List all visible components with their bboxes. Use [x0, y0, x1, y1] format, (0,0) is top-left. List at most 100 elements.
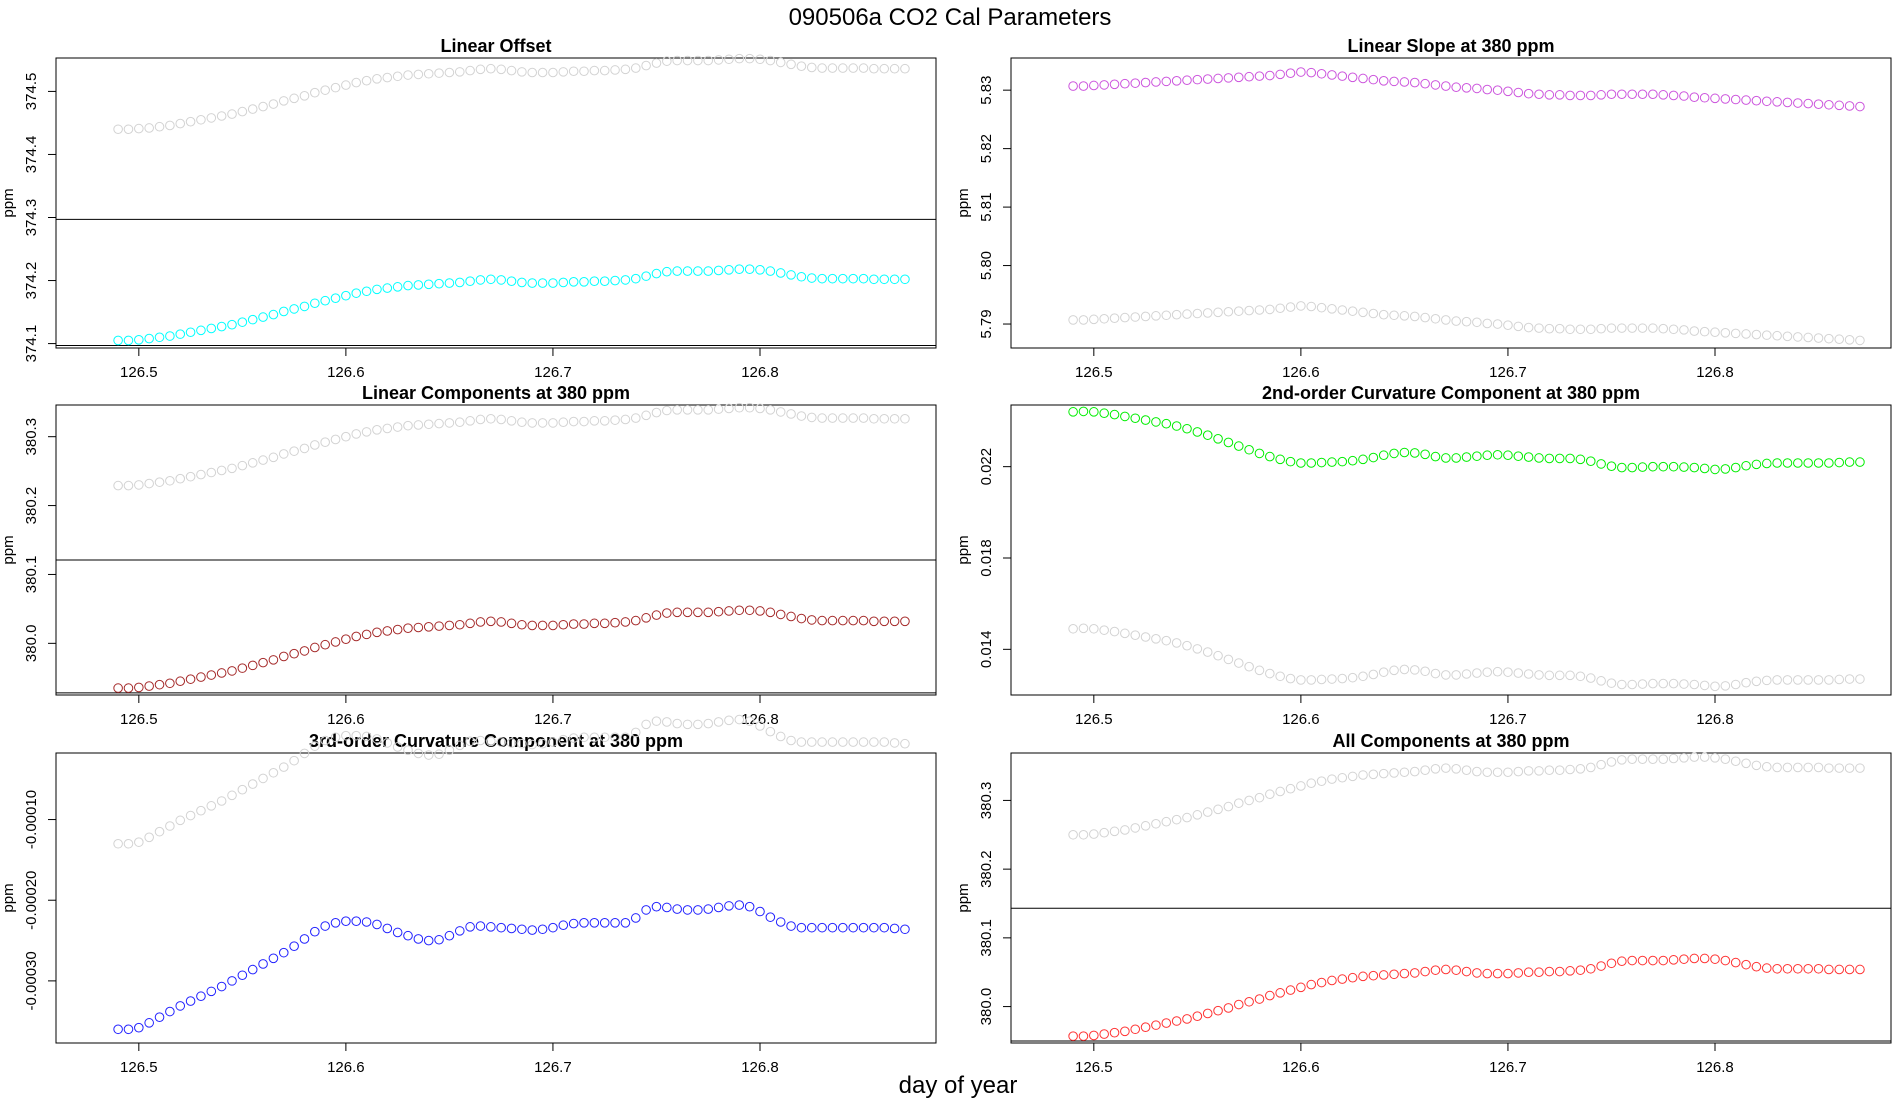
data-point-offset	[630, 273, 641, 284]
data-point-linear	[589, 618, 600, 629]
plot-frame	[1010, 57, 1892, 349]
x-tick-label: 126.6	[327, 711, 365, 728]
data-point-linear	[216, 668, 227, 678]
data-point-reference	[1161, 310, 1172, 321]
data-point-second-order	[1596, 459, 1606, 469]
data-point-reference	[134, 837, 144, 847]
data-point-reference	[216, 465, 227, 476]
data-point-reference	[1617, 679, 1627, 690]
data-point-reference	[1358, 770, 1368, 780]
data-point-reference	[1782, 762, 1793, 773]
data-point-reference	[175, 473, 186, 484]
data-point-slope	[1140, 77, 1151, 88]
data-point-reference	[1192, 644, 1203, 654]
data-point-reference	[1202, 308, 1213, 318]
data-point-reference	[1140, 632, 1151, 642]
data-point-reference	[1347, 306, 1358, 316]
data-point-reference	[1327, 674, 1337, 684]
data-point-third-order	[175, 1001, 186, 1011]
data-point-reference	[579, 66, 589, 77]
data-point-reference	[1834, 674, 1845, 685]
data-point-reference	[1503, 320, 1513, 330]
data-point-reference	[1285, 302, 1296, 312]
data-point-second-order	[1192, 427, 1203, 437]
data-point-reference	[310, 87, 320, 98]
data-point-third-order	[548, 922, 558, 933]
x-tick-label: 126.8	[741, 364, 779, 381]
data-point-reference	[1544, 765, 1555, 775]
data-point-third-order	[144, 1018, 154, 1028]
data-point-linear	[382, 626, 393, 636]
data-point-reference	[1658, 678, 1669, 689]
data-point-reference	[372, 734, 382, 744]
data-point-third-order	[475, 921, 486, 931]
data-point-reference	[775, 731, 786, 742]
data-point-reference	[165, 120, 175, 131]
data-point-linear	[475, 617, 486, 627]
data-point-all	[1130, 1024, 1141, 1035]
data-point-third-order	[838, 922, 848, 933]
data-point-reference	[734, 714, 745, 725]
data-point-offset	[434, 278, 444, 289]
data-point-reference	[1254, 792, 1265, 803]
data-point-third-order	[165, 1006, 175, 1017]
data-point-reference	[299, 91, 310, 101]
data-point-reference	[1772, 675, 1782, 685]
data-point-reference	[1151, 311, 1161, 321]
data-point-reference	[258, 455, 268, 465]
data-point-offset	[268, 309, 279, 320]
data-point-reference	[486, 413, 496, 424]
data-point-reference	[454, 740, 465, 751]
data-point-reference	[672, 55, 682, 66]
data-point-slope	[1358, 73, 1368, 84]
data-point-reference	[610, 732, 620, 743]
data-point-reference	[589, 65, 600, 76]
data-point-linear	[330, 637, 341, 647]
data-point-second-order	[1223, 437, 1234, 448]
data-point-second-order	[1409, 448, 1420, 458]
x-tick-label: 126.6	[327, 1059, 365, 1076]
data-point-reference	[827, 413, 838, 423]
data-point-offset	[403, 280, 413, 291]
data-point-reference	[113, 124, 123, 135]
data-point-reference	[237, 784, 248, 795]
data-point-third-order	[796, 922, 807, 933]
data-point-reference	[113, 838, 123, 849]
data-point-linear	[227, 666, 237, 676]
data-point-linear	[796, 613, 807, 624]
data-point-reference	[227, 463, 237, 474]
data-point-linear	[548, 620, 558, 631]
data-point-reference	[1171, 309, 1182, 320]
data-point-reference	[869, 63, 879, 74]
data-point-offset	[196, 325, 206, 336]
data-point-reference	[1078, 623, 1089, 634]
data-point-reference	[1793, 675, 1803, 685]
data-point-reference	[1658, 323, 1669, 334]
data-point-all	[1140, 1022, 1151, 1032]
data-point-linear	[289, 648, 299, 659]
y-tick-label: 380.2	[978, 850, 995, 888]
data-point-linear	[486, 616, 496, 627]
data-point-third-order	[765, 912, 776, 922]
data-point-third-order	[444, 930, 455, 941]
data-point-third-order	[486, 922, 496, 932]
x-tick-label: 126.8	[1696, 1059, 1734, 1076]
data-point-reference	[858, 737, 869, 747]
data-point-all	[1699, 953, 1710, 964]
y-tick-label: 374.1	[23, 325, 40, 363]
data-point-reference	[599, 65, 610, 76]
data-point-reference	[765, 726, 776, 737]
data-point-all	[1513, 968, 1524, 978]
data-point-offset	[599, 276, 610, 286]
data-point-offset	[496, 275, 506, 285]
data-point-all	[1782, 963, 1793, 974]
data-point-second-order	[1078, 406, 1089, 417]
data-point-all	[1099, 1029, 1109, 1039]
data-point-third-order	[403, 930, 413, 941]
data-point-all	[1472, 968, 1482, 978]
data-point-all	[1420, 966, 1430, 977]
data-point-linear	[755, 606, 765, 616]
data-point-reference	[1378, 768, 1389, 779]
data-point-all	[1089, 1030, 1099, 1041]
